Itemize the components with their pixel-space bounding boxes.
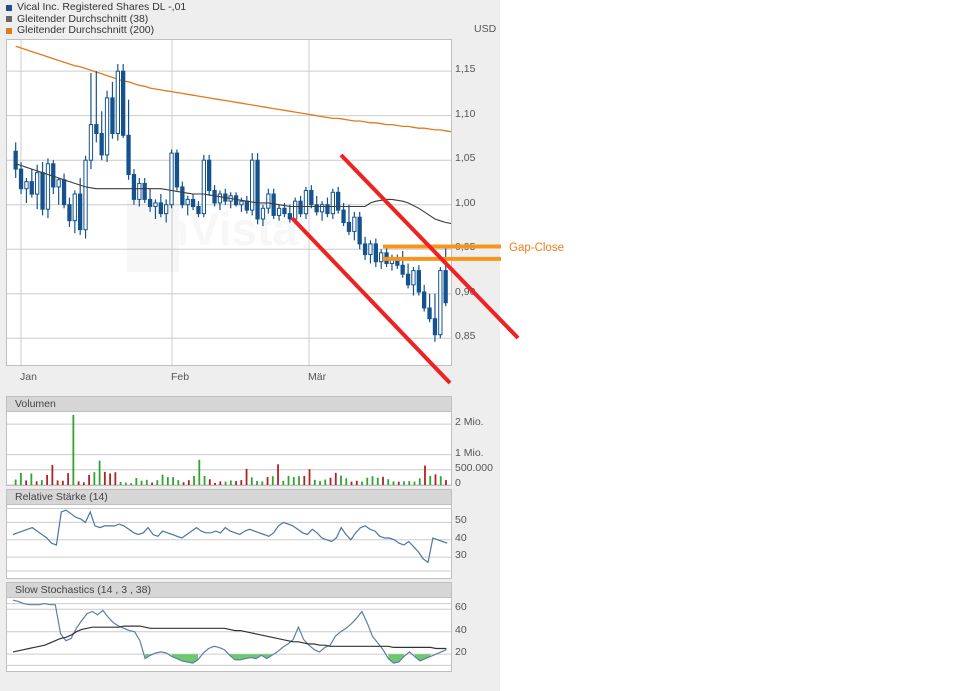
stochastics-panel: Slow Stochastics (14 , 3 , 38) bbox=[6, 582, 452, 672]
rsi-ytick-0: 50 bbox=[455, 514, 467, 527]
volume-ytick-1: 1 Mio. bbox=[455, 446, 484, 459]
rsi-panel-title: Relative Stärke (14) bbox=[15, 491, 108, 503]
legend-bullet-price bbox=[6, 4, 12, 11]
volume-plot[interactable] bbox=[7, 412, 451, 485]
legend-label-price: Vical Inc. Registered Shares DL -,01 bbox=[17, 1, 187, 14]
price-axis-unit: USD bbox=[474, 23, 497, 35]
legend-label-ma200: Gleitender Durchschnitt (200) bbox=[17, 24, 155, 37]
stochastics-ytick-1: 40 bbox=[455, 623, 467, 636]
legend-label-ma38: Gleitender Durchschnitt (38) bbox=[17, 12, 149, 25]
stochastics-plot[interactable] bbox=[7, 598, 451, 671]
volume-panel: Volumen bbox=[6, 396, 452, 486]
stochastics-panel-header: Slow Stochastics (14 , 3 , 38) bbox=[7, 583, 451, 598]
legend-item-ma200[interactable]: Gleitender Durchschnitt (200) bbox=[6, 25, 336, 37]
legend-item-price[interactable]: Vical Inc. Registered Shares DL -,01 bbox=[6, 2, 336, 14]
legend-item-ma38[interactable]: Gleitender Durchschnitt (38) bbox=[6, 12, 336, 26]
legend-bullet-ma38 bbox=[6, 16, 12, 23]
price-ytick-4: 0,95 bbox=[455, 241, 476, 254]
xtick-feb: Feb bbox=[171, 371, 190, 383]
price-panel: OnVista bbox=[6, 39, 452, 366]
rsi-panel: Relative Stärke (14) bbox=[6, 489, 452, 579]
rsi-ytick-2: 30 bbox=[455, 549, 467, 562]
gap-close-label: Gap-Close bbox=[509, 242, 564, 254]
volume-ytick-0: 2 Mio. bbox=[455, 416, 484, 429]
price-ytick-6: 0,85 bbox=[455, 330, 476, 343]
svg-text:OnVista: OnVista bbox=[125, 203, 298, 255]
price-ytick-0: 1,15 bbox=[455, 63, 476, 76]
volume-panel-header: Volumen bbox=[7, 397, 451, 412]
rsi-ytick-1: 40 bbox=[455, 531, 467, 544]
price-ytick-3: 1,00 bbox=[455, 196, 476, 209]
price-ytick-5: 0,90 bbox=[455, 285, 476, 298]
volume-panel-title: Volumen bbox=[15, 398, 56, 410]
price-ytick-1: 1,10 bbox=[455, 107, 476, 120]
price-plot[interactable]: OnVista bbox=[7, 40, 451, 365]
price-ytick-2: 1,05 bbox=[455, 152, 476, 165]
rsi-panel-header: Relative Stärke (14) bbox=[7, 490, 451, 505]
rsi-plot[interactable] bbox=[7, 505, 451, 578]
xtick-maer: Mär bbox=[308, 371, 327, 383]
volume-ytick-3: 0 bbox=[455, 477, 461, 489]
xtick-jan: Jan bbox=[20, 371, 37, 383]
volume-ytick-2: 500.000 bbox=[455, 461, 493, 474]
stochastics-ytick-2: 20 bbox=[455, 646, 467, 659]
chart-legend: Vical Inc. Registered Shares DL -,01 Gle… bbox=[6, 2, 336, 37]
legend-bullet-ma200 bbox=[6, 27, 12, 34]
stochastics-ytick-0: 60 bbox=[455, 601, 467, 614]
stochastics-panel-title: Slow Stochastics (14 , 3 , 38) bbox=[15, 584, 151, 596]
